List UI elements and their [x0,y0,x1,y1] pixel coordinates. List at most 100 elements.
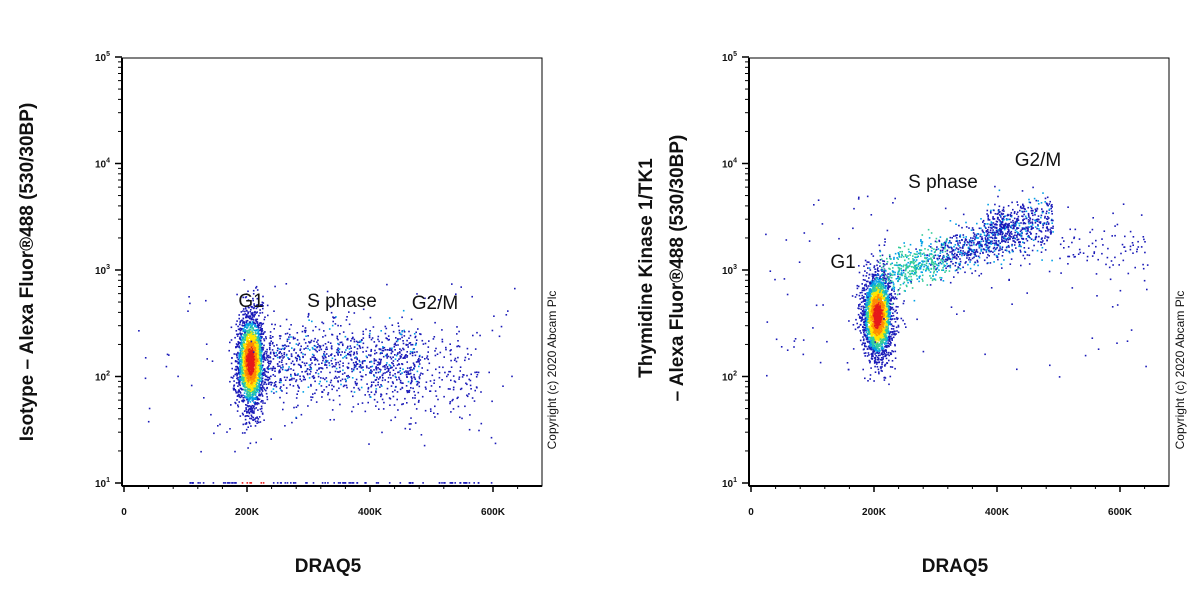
event-dot [355,378,358,381]
event-dot [307,405,309,407]
event-dot [461,376,464,378]
event-dot [253,380,256,382]
event-dot [254,311,256,314]
event-dot [304,378,306,381]
event-dot [408,337,410,339]
event-dot [382,355,385,358]
event-dot [288,358,290,360]
event-dot [258,375,261,377]
event-dot [888,343,891,345]
event-dot [443,395,445,398]
event-dot [460,286,462,288]
event-dot [271,349,274,351]
event-dot [868,345,870,347]
event-dot [863,342,865,345]
event-dot [255,398,257,400]
event-dot [230,326,233,329]
event-dot [270,337,272,339]
event-dot [252,351,255,353]
event-dot [474,389,476,392]
event-dot [246,338,248,341]
event-dot [252,416,255,419]
event-dot [261,303,263,306]
event-dot [299,375,301,378]
event-dot [390,377,392,379]
event-dot [250,313,253,315]
event-dot [418,376,421,378]
event-dot [410,318,413,321]
event-dot [322,359,324,362]
plot-area [121,57,543,487]
event-dot [887,327,889,330]
event-dot [229,341,231,344]
event-dot [255,349,257,351]
event-dot [256,355,259,358]
event-dot [268,346,271,349]
event-dot [372,326,375,328]
event-dot [272,388,275,390]
event-dot [267,354,270,357]
event-dot [258,387,261,389]
event-dot [323,357,325,360]
event-dot [413,364,416,366]
event-dot [240,395,243,398]
event-dot [309,366,312,368]
event-dot [248,374,250,377]
event-dot [260,330,263,333]
event-dot [237,368,240,371]
event-dot [249,442,252,445]
event-dot [427,346,430,348]
event-dot [404,354,407,357]
event-dot [331,366,334,368]
event-dot [281,366,284,369]
event-dot [258,353,261,356]
event-dot [401,336,403,339]
event-dot [250,388,252,391]
event-dot [292,369,295,371]
event-dot [378,340,380,343]
event-dot [434,390,437,392]
event-dot [245,407,247,409]
event-dot [864,323,866,326]
event-dot [254,425,257,427]
s-phase-label: S phase [307,291,377,312]
event-dot [402,309,405,312]
event-dot [251,354,253,357]
event-dot [340,354,342,356]
event-dot [278,352,280,354]
event-dot [404,357,406,359]
event-dot [894,310,896,313]
event-dot [244,331,246,334]
event-dot [266,356,269,358]
event-dot [365,328,367,331]
event-dot [268,360,270,363]
event-dot [382,408,385,410]
event-dot [371,370,373,373]
event-dot [297,344,299,346]
event-dot [413,367,415,369]
event-dot [273,328,275,330]
event-dot [261,407,263,410]
event-dot [310,396,312,398]
event-dot [416,360,419,363]
event-dot [250,375,252,377]
event-dot [242,296,244,299]
event-dot [468,378,470,381]
event-dot [293,377,295,380]
event-dot [226,431,228,433]
event-dot [254,333,257,335]
event-dot [270,375,272,378]
event-dot [248,337,250,339]
event-dot [874,371,877,373]
event-dot [397,352,399,354]
event-dot [249,417,251,420]
event-dot [896,312,898,314]
event-dot [245,408,248,411]
event-dot [251,324,253,327]
event-dot [254,391,256,394]
event-dot [257,349,260,352]
event-dot [297,386,300,388]
event-dot [257,363,259,365]
event-dot [249,381,251,383]
